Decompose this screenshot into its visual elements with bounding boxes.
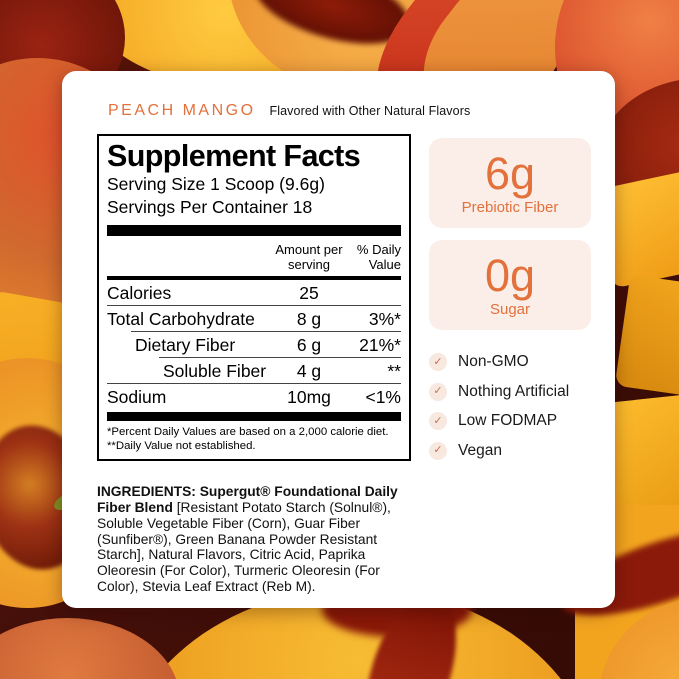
ingredients-paragraph: INGREDIENTS: Supergut® Foundational Dail… — [97, 484, 417, 595]
highlights-column: 6g Prebiotic Fiber 0g Sugar ✓ Non-GMO ✓ … — [429, 138, 591, 470]
facts-row-total-carbohydrate: Total Carbohydrate 8 g 3%* — [107, 306, 401, 331]
row-divider — [107, 383, 401, 384]
peach-skin-shape — [0, 618, 180, 679]
daily-value-footnote: *Percent Daily Values are based on a 2,0… — [107, 426, 401, 453]
nutrient-label: Sodium — [107, 386, 167, 407]
supplement-facts-panel: Supplement Facts Serving Size 1 Scoop (9… — [97, 134, 411, 462]
badge-value: 0g — [484, 249, 536, 301]
claim-label: Low FODMAP — [458, 412, 558, 429]
claim-label: Vegan — [458, 441, 502, 459]
nutrient-label: Soluble Fiber — [163, 360, 267, 381]
nutrient-amount: 25 — [299, 282, 319, 303]
check-icon: ✓ — [429, 441, 447, 460]
facts-row-sodium: Sodium 10mg <1% — [107, 384, 401, 409]
nutrient-daily-value: 3%* — [368, 308, 401, 329]
row-divider — [107, 305, 401, 306]
nutrient-label: Dietary Fiber — [135, 334, 236, 355]
supplement-facts-title: Supplement Facts — [107, 139, 361, 173]
amount-column-header: Amount per serving — [275, 242, 343, 272]
check-icon: ✓ — [429, 382, 447, 401]
badge-label: Prebiotic Fiber — [461, 198, 559, 216]
nutrient-label: Total Carbohydrate — [107, 308, 255, 329]
claim-nothing-artificial: ✓ Nothing Artificial — [429, 382, 591, 402]
ingredients-rest: [Resistant Potato Starch (Solnul®), Solu… — [97, 499, 391, 595]
divider-bar-medium — [107, 276, 401, 280]
mango-cube-shape — [614, 274, 679, 402]
claim-label: Non-GMO — [458, 353, 529, 370]
facts-column-headers: Amount per serving % Daily Value — [107, 242, 401, 272]
check-icon: ✓ — [429, 353, 447, 371]
footnote-line: *Percent Daily Values are based on a 2,0… — [107, 426, 389, 438]
ingredients-lead: INGREDIENTS: Supergut® Foundational Dail… — [97, 483, 398, 515]
claim-vegan: ✓ Vegan — [429, 441, 591, 461]
servings-per-container: Servings Per Container 18 — [107, 197, 313, 217]
row-divider — [131, 331, 401, 332]
facts-row-soluble-fiber: Soluble Fiber 4 g ** — [107, 358, 401, 383]
nutrient-daily-value: <1% — [365, 386, 401, 407]
check-icon: ✓ — [429, 412, 447, 430]
facts-row-calories: Calories 25 — [107, 280, 401, 305]
claim-non-gmo: ✓ Non-GMO — [429, 352, 591, 372]
flavor-subtitle: Flavored with Other Natural Flavors — [269, 104, 471, 118]
divider-bar-thick — [107, 225, 401, 236]
nutrient-label: Calories — [107, 282, 172, 303]
sugar-badge: 0g Sugar — [429, 240, 591, 330]
serving-size: Serving Size 1 Scoop (9.6g) — [107, 174, 325, 194]
flavor-title: PEACH MANGO — [108, 102, 256, 119]
daily-value-column-header: % Daily Value — [356, 242, 401, 272]
divider-bar-thick — [107, 412, 401, 421]
header-spacer — [107, 242, 267, 272]
nutrient-amount: 6 g — [296, 334, 322, 355]
nutrient-amount: 4 g — [296, 360, 322, 381]
nutrient-amount: 8 g — [296, 308, 322, 329]
flavor-header: PEACH MANGO Flavored with Other Natural … — [108, 102, 470, 120]
row-divider — [159, 357, 401, 358]
footnote-line: **Daily Value not established. — [107, 439, 256, 452]
claims-list: ✓ Non-GMO ✓ Nothing Artificial ✓ Low FOD… — [429, 352, 591, 461]
prebiotic-fiber-badge: 6g Prebiotic Fiber — [429, 138, 591, 228]
nutrient-daily-value: 21%* — [359, 334, 401, 355]
claim-label: Nothing Artificial — [458, 382, 570, 400]
info-card: PEACH MANGO Flavored with Other Natural … — [62, 71, 615, 608]
nutrient-amount: 10mg — [287, 386, 331, 407]
nutrient-daily-value: ** — [387, 360, 401, 381]
badge-label: Sugar — [489, 300, 531, 318]
facts-row-dietary-fiber: Dietary Fiber 6 g 21%* — [107, 332, 401, 357]
claim-low-fodmap: ✓ Low FODMAP — [429, 411, 591, 431]
badge-value: 6g — [484, 147, 536, 199]
